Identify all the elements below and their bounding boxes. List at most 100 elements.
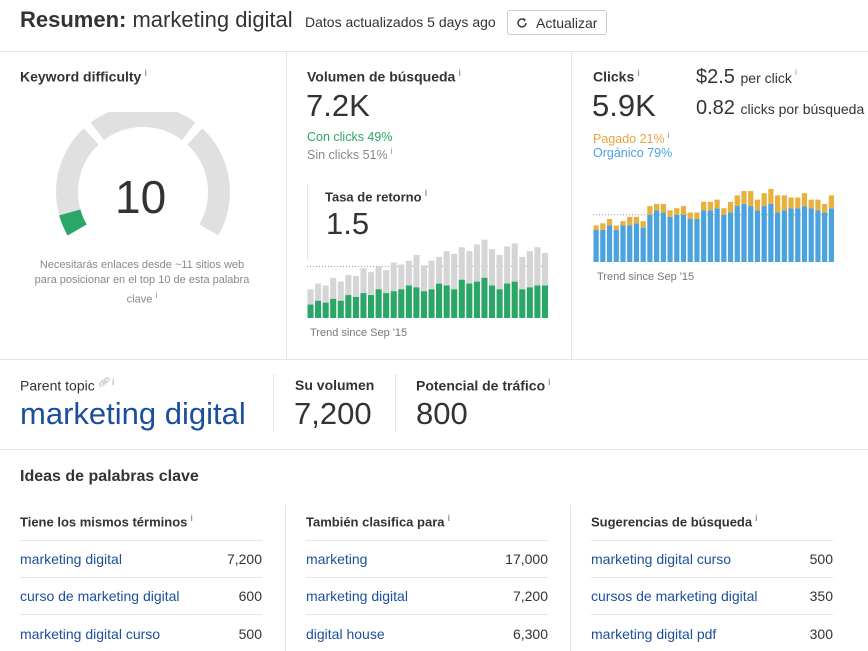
organic-bar [660,212,666,262]
info-icon[interactable]: i [458,68,461,78]
info-icon[interactable]: i [190,513,193,523]
keyword-link[interactable]: curso de marketing digital [20,588,180,604]
paid-bar [775,195,781,213]
organic-bar [593,229,599,262]
clicks-bar [519,289,526,318]
keyword-volume: 500 [809,551,833,567]
volume-bar [337,281,344,318]
keyword-link[interactable]: marketing digital pdf [591,625,717,642]
keyword-link[interactable]: marketing digital curso [20,625,161,642]
clicks-bar [390,291,397,318]
organic-bar [795,208,801,262]
column-header: También clasifica para i [306,513,548,541]
info-icon[interactable]: i [112,377,115,387]
organic-bar [606,225,613,262]
organic-bar [721,214,727,262]
clicks-bar [489,285,496,318]
column-header: Tiene los mismos términos i [20,513,262,541]
kd-note: Necesitarás enlaces desde ~11 sitios web… [32,258,252,308]
clicks-bar [428,289,435,318]
organic-bar [788,208,794,262]
with-clicks: Con clicks 49% [307,130,393,144]
keyword-ideas-title: Ideas de palabras clave [20,468,199,485]
info-icon[interactable]: i [755,513,758,523]
volume-label-text: Volumen de búsqueda [307,68,456,85]
clicks-bar [504,283,511,318]
keyword-link[interactable]: marketing digital [20,551,122,567]
clicks-bar [534,285,541,318]
cpc-value: $2.5 [696,66,735,88]
info-icon[interactable]: i [144,68,147,78]
organic-bar [768,203,774,262]
volume-label: Volumen de búsqueda i [307,68,461,85]
clicks-bar [405,285,412,318]
list-item: marketing digital 7,200 [306,578,548,615]
ideas-column-same-terms: Tiene los mismos términos i marketing dig… [20,513,262,651]
info-icon[interactable]: i [667,130,670,140]
page-title: Resumen: marketing digital [20,7,293,33]
keyword-link[interactable]: marketing digital [306,588,408,604]
keyword-link[interactable]: cursos de marketing digital [591,588,758,604]
volume-bar [322,285,329,318]
organic-bar [613,229,619,262]
paid-bar [667,210,673,217]
info-icon[interactable]: i [155,290,158,300]
divider [571,52,572,360]
parent-topic-link[interactable]: marketing digital [20,396,246,431]
clicks-bar [511,281,518,318]
keyword-link[interactable]: marketing [306,551,368,567]
organic-bar [647,214,653,262]
keyword-link[interactable]: marketing digital curso [591,551,732,567]
info-icon[interactable]: i [548,377,551,387]
organic-bar [620,225,626,262]
keyword-volume: 6,300 [512,625,548,642]
paid-bar [674,208,680,215]
keyword-volume: 300 [809,625,833,642]
info-icon[interactable]: i [390,146,393,156]
link-icon[interactable]: 🔗︎ [97,377,110,387]
info-icon[interactable]: i [794,67,797,78]
without-clicks-text: Sin clicks 51% [307,148,388,163]
return-rate-label: Tasa de retorno i [325,188,427,204]
paid-bar [701,201,707,211]
organic-bar [680,214,687,262]
clicks-bar [375,289,382,318]
organic-bar [781,210,787,262]
paid-bar [640,221,646,228]
paid-bar [741,191,747,204]
return-rate-divider [307,184,308,260]
kd-label: Keyword difficulty i [20,68,147,85]
clicks-per-search: 0.82 clicks por búsqueda [696,97,864,120]
clicks-bar [337,300,344,318]
paid-bar [801,193,808,207]
keyword-volume: 17,000 [505,551,548,567]
paid-clicks: Pagado 21% i [593,130,670,146]
header: Resumen: marketing digital Datos actuali… [0,0,868,52]
volume-bar [443,251,450,318]
list-item: marketing 17,000 [306,541,548,578]
gauge-fill [59,209,87,236]
info-icon[interactable]: i [447,513,451,523]
info-icon[interactable]: i [637,68,640,78]
organic-bar [714,208,720,262]
clicks-bar [496,289,503,318]
clicks-bar [443,285,450,318]
organic-bar [633,223,640,262]
organic-bar [828,208,834,262]
keyword-link[interactable]: digital house [306,625,385,642]
list-item: digital house 6,300 [306,615,548,651]
organic-bar [741,203,747,262]
keyword-volume: 500 [238,625,262,642]
without-clicks: Sin clicks 51% i [307,146,393,162]
paid-bar [748,191,754,207]
volume-bar [307,289,314,318]
paid-bar [660,203,666,213]
clicks-bar [330,298,337,318]
volume-bar [534,247,541,318]
organic-bar [775,212,781,262]
info-icon[interactable]: i [424,188,428,198]
divider [273,374,274,432]
refresh-button[interactable]: Actualizar [507,10,607,35]
organic-bar [754,210,761,262]
organic-bar [761,206,767,262]
